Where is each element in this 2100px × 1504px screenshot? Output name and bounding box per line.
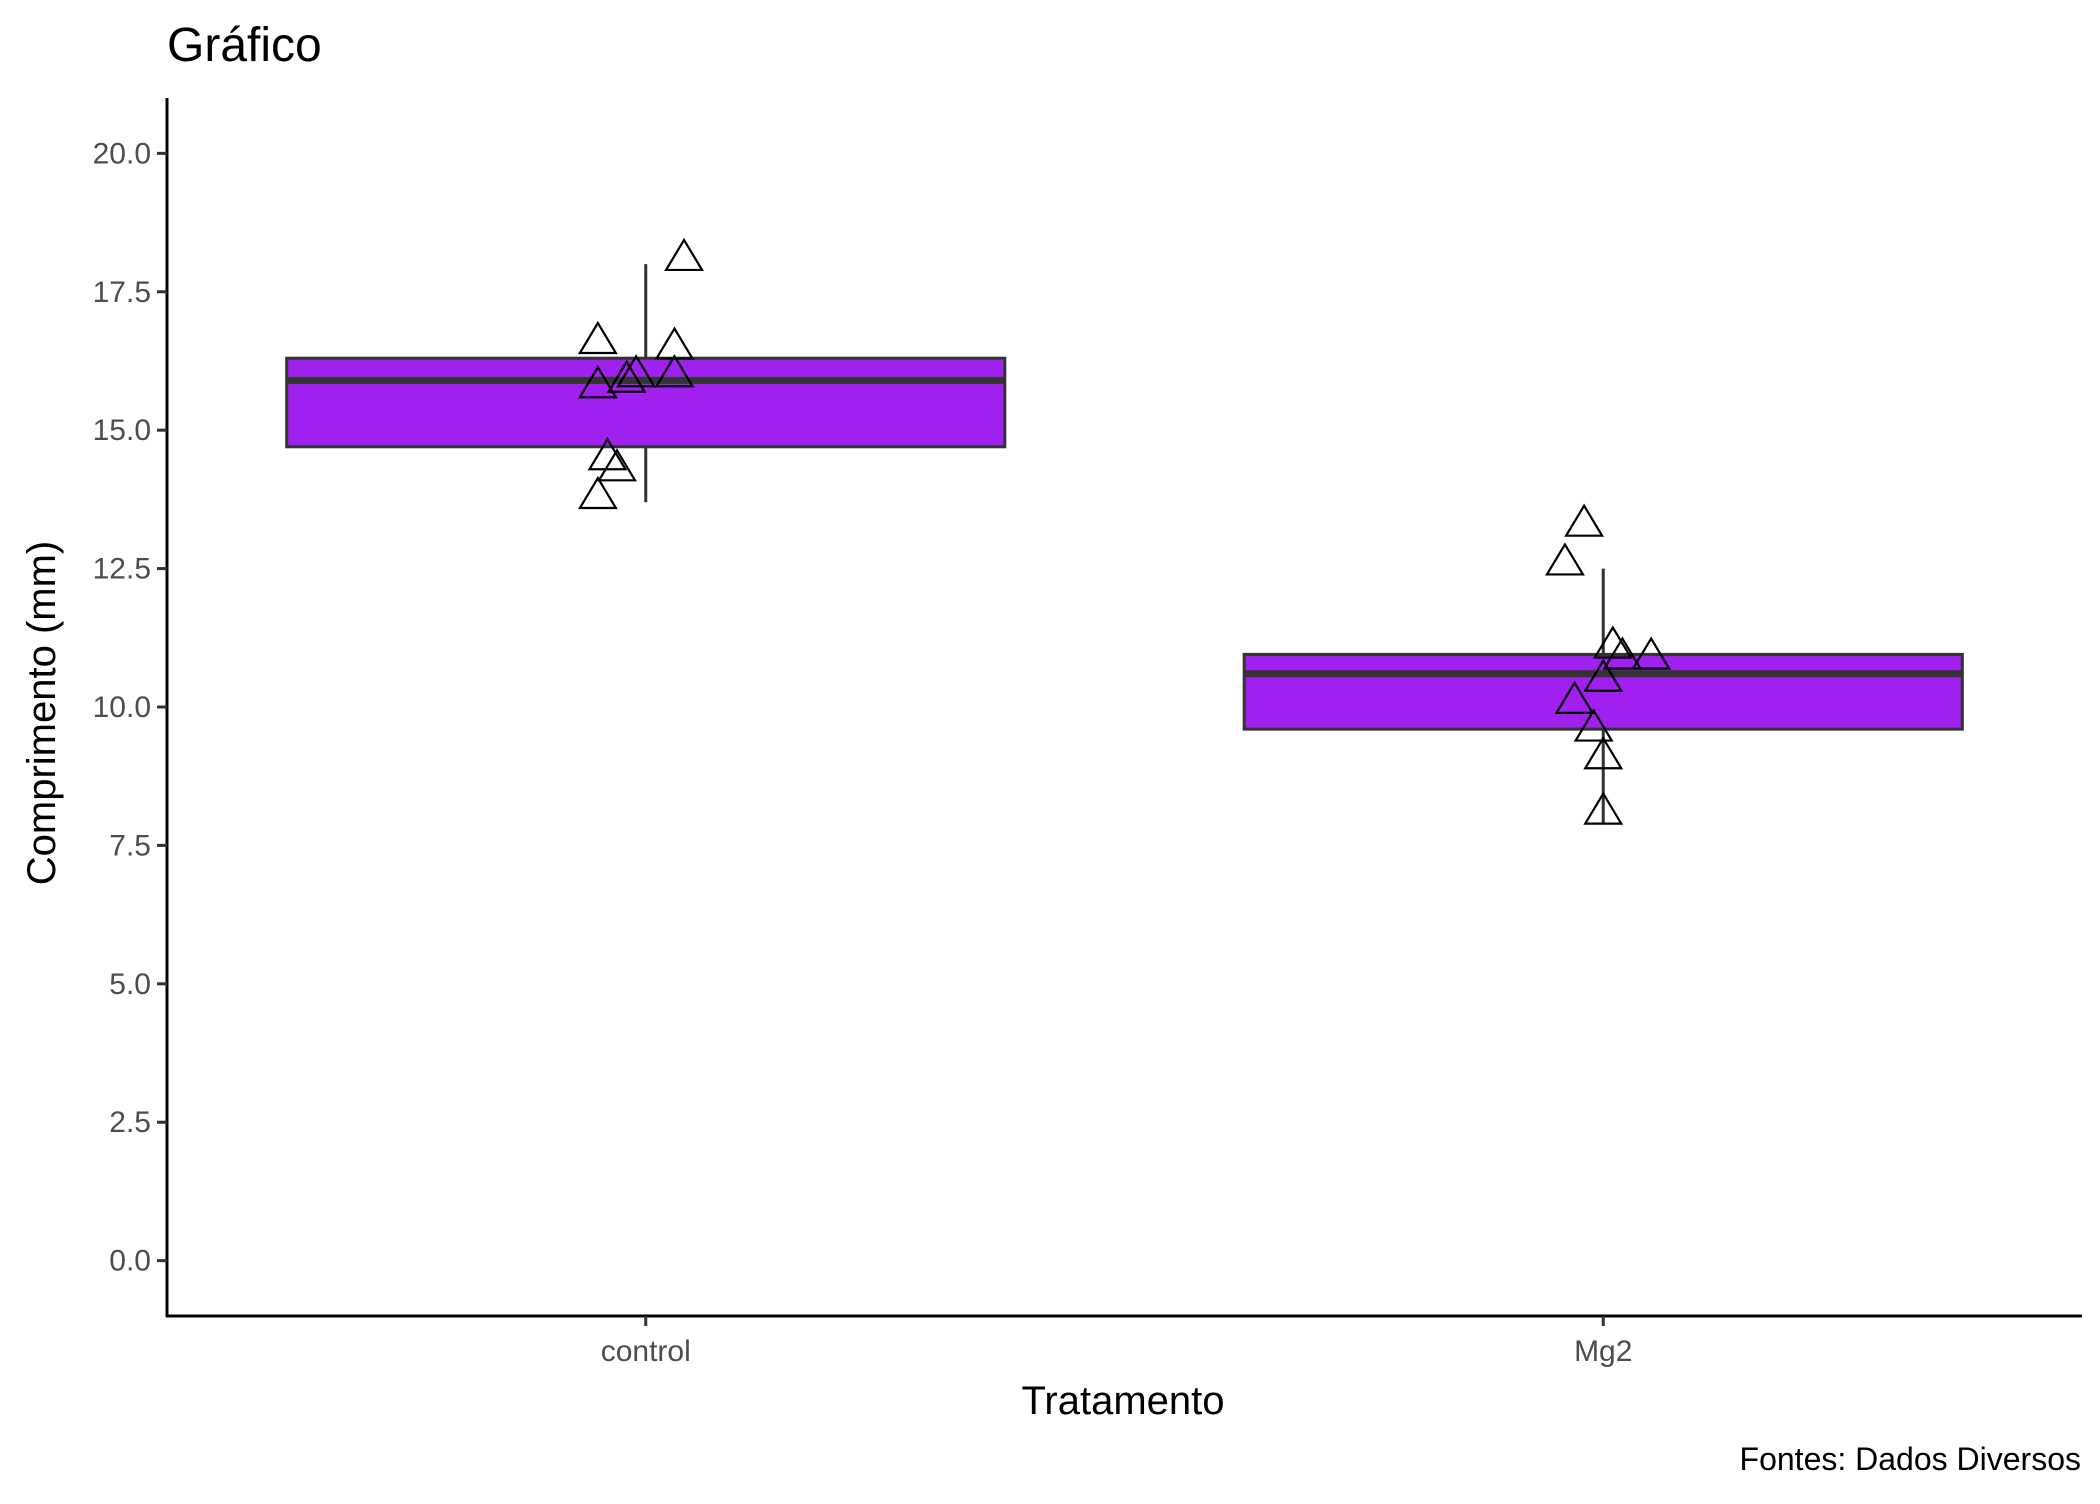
plot-area: [285, 237, 1964, 825]
data-point: [577, 320, 618, 355]
y-tick-label: 17.5: [93, 276, 151, 309]
y-tick-label: 2.5: [109, 1106, 151, 1139]
data-point: [1564, 503, 1605, 537]
axes: 0.0 2.5 5.0 7.5 10.0 12.5 15.0 17.5 20.0 control M…: [93, 98, 2082, 1368]
data-point: [577, 475, 618, 510]
chart-title: Gráfico: [167, 19, 322, 72]
y-tick-label: 10.0: [93, 691, 151, 724]
data-point: [1583, 791, 1624, 825]
y-tick-label: 12.5: [93, 553, 151, 586]
y-tick-label: 5.0: [109, 968, 151, 1001]
data-point: [1602, 636, 1643, 670]
data-point: [1554, 680, 1595, 714]
data-point: [587, 437, 628, 471]
points-control: [577, 237, 704, 510]
data-point: [1573, 708, 1614, 742]
y-axis-title: Comprimento (mm): [20, 541, 64, 885]
data-point: [597, 448, 637, 482]
data-point: [664, 237, 704, 272]
box-group-control: [285, 264, 1007, 503]
data-point: [1592, 625, 1633, 659]
x-axis-title: Tratamento: [1021, 1379, 1224, 1423]
y-tick-label: 20.0: [93, 137, 151, 170]
x-tick-label: control: [601, 1335, 691, 1368]
data-point: [606, 359, 647, 393]
data-point: [577, 365, 618, 399]
data-point: [1583, 736, 1624, 770]
points-Mg2: [1545, 503, 1672, 825]
data-point: [1545, 542, 1585, 576]
y-tick-label: 7.5: [109, 829, 151, 862]
data-point: [1583, 658, 1624, 692]
data-point: [616, 354, 657, 388]
data-point: [654, 326, 695, 360]
data-point: [1631, 636, 1672, 670]
x-tick-label: Mg2: [1574, 1335, 1632, 1368]
data-point: [654, 354, 695, 388]
box-group-Mg2: [1242, 568, 1964, 824]
y-tick-label: 15.0: [93, 414, 151, 447]
y-tick-label: 0.0: [109, 1245, 151, 1278]
chart-caption: Fontes: Dados Diversos: [1740, 1441, 2081, 1477]
